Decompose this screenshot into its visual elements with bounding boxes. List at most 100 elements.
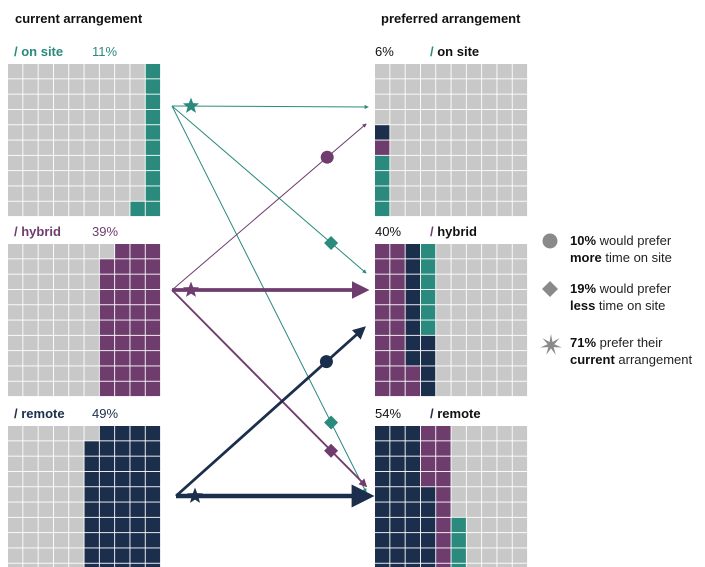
waffle-cell: [115, 94, 130, 109]
waffle-cell: [23, 171, 38, 186]
waffle-cell: [53, 79, 69, 94]
waffle-cell: [99, 533, 115, 548]
waffle-cell: [405, 186, 420, 201]
waffle-cell: [38, 381, 53, 397]
waffle-cell: [512, 79, 528, 94]
waffle-cell: [38, 548, 53, 563]
waffle-cell: [84, 533, 99, 548]
waffle-cell: [38, 533, 53, 548]
waffle-cell: [53, 64, 69, 79]
waffle-cell: [466, 563, 482, 567]
waffle-cell: [145, 259, 161, 274]
waffle-cell: [436, 320, 451, 335]
waffle-cell: [99, 79, 115, 94]
waffle-cell: [512, 289, 528, 305]
waffle-cell: [482, 64, 497, 79]
waffle-cell: [436, 79, 451, 94]
waffle-cell: [69, 79, 84, 94]
waffle-cell: [466, 155, 482, 171]
waffle-cell: [38, 155, 53, 171]
waffle-cell: [53, 140, 69, 155]
waffle-cell: [8, 426, 23, 441]
waffle-cell: [482, 351, 497, 366]
legend-pct: 19%: [570, 281, 597, 296]
waffle-cell: [130, 381, 145, 397]
legend-text: time on site: [595, 298, 666, 313]
waffle-cell: [115, 351, 130, 366]
waffle-cell: [115, 381, 130, 397]
waffle-cell: [375, 502, 390, 517]
waffle-cell: [38, 79, 53, 94]
waffle-cell: [390, 274, 405, 289]
waffle-cell: [23, 456, 38, 471]
waffle-cell: [512, 171, 528, 186]
legend-bold-word: more: [570, 250, 602, 265]
waffle-cell: [436, 335, 451, 351]
waffle-cell: [115, 426, 130, 441]
waffle-cell: [69, 201, 84, 217]
waffle-cell: [69, 366, 84, 381]
waffle-cell: [130, 140, 145, 155]
waffle-cell: [420, 259, 436, 274]
waffle-cell: [145, 426, 161, 441]
waffle-cell: [512, 426, 528, 441]
legend-item-less-on-site: 19% would prefer less time on site: [540, 280, 705, 320]
waffle-cell: [466, 426, 482, 441]
waffle-cell: [451, 64, 466, 79]
waffle-cell: [115, 471, 130, 487]
waffle-cell: [130, 487, 145, 502]
waffle-cell: [99, 94, 115, 109]
waffle-cell: [512, 351, 528, 366]
waffle-cell: [99, 441, 115, 456]
waffle-cell: [512, 259, 528, 274]
waffle-cell: [23, 259, 38, 274]
waffle-cell: [130, 441, 145, 456]
waffle-cell: [497, 533, 512, 548]
waffle-cell: [512, 548, 528, 563]
waffle-cell: [375, 109, 390, 125]
waffle-cell: [420, 201, 436, 217]
waffle-cell: [145, 201, 161, 217]
waffle-cell: [115, 201, 130, 217]
waffle-cell: [99, 171, 115, 186]
waffle-cell: [8, 186, 23, 201]
preferred-header: preferred arrangement: [381, 11, 521, 26]
waffle-cell: [69, 456, 84, 471]
waffle-cell: [466, 456, 482, 471]
waffle-cell: [405, 125, 420, 140]
waffle-cell: [451, 125, 466, 140]
waffle-cell: [512, 125, 528, 140]
waffle-cell: [482, 533, 497, 548]
waffle-cell: [436, 381, 451, 397]
waffle-cell: [84, 244, 99, 259]
waffle-cell: [451, 79, 466, 94]
waffle-cell: [451, 305, 466, 320]
waffle-cell: [8, 289, 23, 305]
waffle-cell: [115, 533, 130, 548]
waffle-cell: [130, 502, 145, 517]
waffle-cell: [405, 548, 420, 563]
flow-hybrid-to-onsite: [171, 123, 367, 291]
legend-pct: 71%: [570, 335, 597, 350]
waffle-cell: [497, 487, 512, 502]
waffle-cell: [482, 186, 497, 201]
waffle-cell: [53, 335, 69, 351]
waffle-cell: [99, 244, 115, 259]
waffle-cell: [38, 289, 53, 305]
waffle-cell: [390, 563, 405, 567]
waffle-cell: [497, 563, 512, 567]
waffle-cell: [390, 94, 405, 109]
waffle-cell: [84, 502, 99, 517]
preferred-pct-remote: 54%: [375, 406, 401, 421]
waffle-cell: [38, 471, 53, 487]
waffle-cell: [23, 381, 38, 397]
waffle-cell: [405, 155, 420, 171]
waffle-cell: [23, 155, 38, 171]
waffle-cell: [512, 456, 528, 471]
waffle-cell: [115, 155, 130, 171]
waffle-cell: [38, 171, 53, 186]
waffle-cell: [38, 426, 53, 441]
star-marker: [182, 97, 200, 113]
waffle-cell: [99, 548, 115, 563]
waffle-cell: [130, 563, 145, 567]
